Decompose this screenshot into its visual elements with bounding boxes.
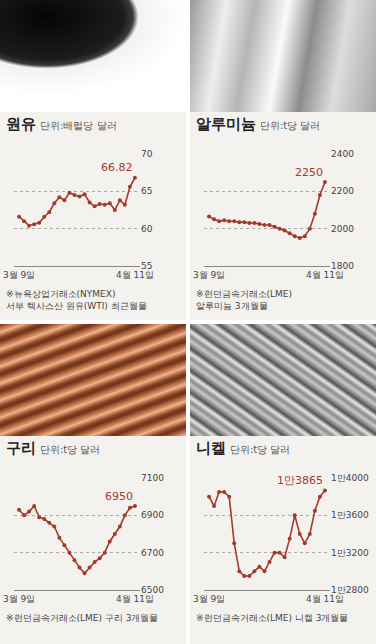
svg-text:6950: 6950 [105, 490, 133, 503]
svg-text:4월 11일: 4월 11일 [306, 270, 344, 280]
svg-text:6900: 6900 [141, 510, 164, 520]
html-text:※런던금속거래소(LME): ※런던금속거래소(LME) [196, 289, 292, 299]
svg-text:1만2800: 1만2800 [331, 585, 369, 595]
svg-text:65: 65 [141, 186, 152, 196]
html-text:알루미늄 단위:t당 달러: 알루미늄 단위:t당 달러 [196, 115, 321, 133]
html-text:※런던금속거래소(LME) 니켈 3개월물: ※런던금속거래소(LME) 니켈 3개월물 [196, 613, 349, 623]
svg-text:2000: 2000 [331, 224, 354, 234]
svg-text:1800: 1800 [331, 261, 354, 271]
svg-text:4월 11일: 4월 11일 [116, 270, 154, 280]
svg-text:4월 11일: 4월 11일 [306, 594, 344, 604]
svg-text:1만3600: 1만3600 [331, 510, 369, 520]
svg-text:7100: 7100 [141, 473, 164, 483]
html-text:알루미늄 3개월물: 알루미늄 3개월물 [196, 301, 268, 311]
svg-text:6500: 6500 [141, 585, 164, 595]
svg-text:1만4000: 1만4000 [331, 473, 369, 483]
svg-text:1만3865: 1만3865 [277, 474, 323, 487]
html-text:※뉴욕상업거래소(NYMEX): ※뉴욕상업거래소(NYMEX) [6, 289, 116, 299]
html-text:원유 단위:배럴당 달러: 원유 단위:배럴당 달러 [6, 115, 117, 133]
svg-text:1만3200: 1만3200 [331, 548, 369, 558]
html-text:※런던금속거래소(LME) 구리 3개월물: ※런던금속거래소(LME) 구리 3개월물 [6, 613, 159, 623]
svg-text:70: 70 [141, 149, 153, 159]
html-text:니켈 단위:t당 달러: 니켈 단위:t당 달러 [196, 439, 291, 457]
svg-text:2400: 2400 [331, 149, 354, 159]
svg-text:55: 55 [141, 261, 152, 271]
svg-text:3월 9일: 3월 9일 [3, 594, 35, 604]
svg-text:4월 11일: 4월 11일 [116, 594, 154, 604]
svg-text:2200: 2200 [331, 186, 354, 196]
svg-text:3월 9일: 3월 9일 [3, 270, 35, 280]
svg-text:2250: 2250 [295, 166, 323, 179]
svg-text:60: 60 [141, 224, 153, 234]
svg-text:3월 9일: 3월 9일 [193, 594, 225, 604]
svg-text:66.82: 66.82 [101, 161, 133, 174]
svg-text:3월 9일: 3월 9일 [193, 270, 225, 280]
svg-text:6700: 6700 [141, 548, 164, 558]
html-text:서부 텍사스산 원유(WTI) 최근월물: 서부 텍사스산 원유(WTI) 최근월물 [6, 301, 147, 311]
html-text:구리 단위:t당 달러: 구리 단위:t당 달러 [6, 439, 101, 457]
